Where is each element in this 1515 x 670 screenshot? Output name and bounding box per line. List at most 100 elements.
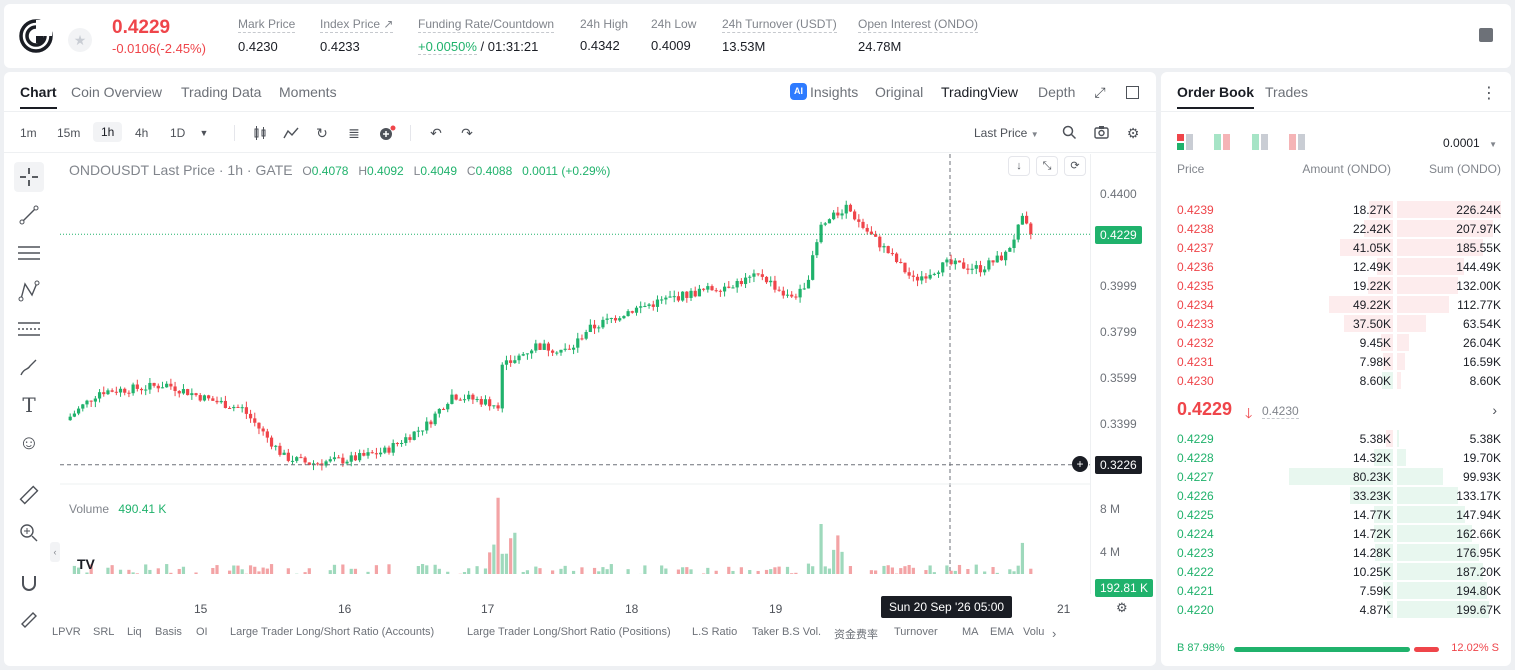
fib-retracement-icon[interactable] [14,314,44,344]
favorite-star-icon[interactable]: ★ [68,28,92,52]
ask-row[interactable]: 0.4233 37.50K 63.54K [1161,314,1511,333]
pattern-icon[interactable] [14,276,44,306]
tab-coin-overview[interactable]: Coin Overview [71,84,163,100]
ask-row[interactable]: 0.4238 22.42K 207.97K [1161,219,1511,238]
indicators-scroll-right-icon[interactable]: › [1052,626,1057,641]
indicator-13[interactable]: Volu [1023,626,1045,638]
stat-funding-rate[interactable]: Funding Rate/Countdown +0.0050% / 01:31:2… [418,17,555,55]
gate-logo-icon[interactable] [18,18,54,54]
axis-settings-icon[interactable]: ⚙ [1116,600,1128,615]
bid-row[interactable]: 0.4220 4.87K 199.67K [1161,600,1511,619]
precision-select[interactable]: 0.0001 ▼ [1443,136,1497,150]
tab-chart[interactable]: Chart [20,84,57,109]
indicators-icon[interactable] [283,125,299,141]
indicator-12[interactable]: EMA [990,626,1014,638]
timeframe-4h[interactable]: 4h [135,126,149,140]
indicator-3[interactable]: Basis [155,626,182,638]
ask-row[interactable]: 0.4232 9.45K 26.04K [1161,333,1511,352]
document-icon[interactable] [1479,28,1493,42]
timeframe-1h[interactable]: 1h [93,122,123,142]
ruler-icon[interactable] [14,480,44,510]
ask-row[interactable]: 0.4237 41.05K 185.55K [1161,238,1511,257]
add-indicator-icon[interactable] [378,125,396,141]
ask-row[interactable]: 0.4235 19.22K 132.00K [1161,276,1511,295]
collapse-icon[interactable]: ⤡ [1036,156,1058,176]
timeframe-1m[interactable]: 1m [20,126,37,140]
stat-24h-turnover[interactable]: 24h Turnover (USDT) 13.53M [722,17,837,54]
search-icon[interactable] [1061,125,1077,141]
indicator-8[interactable]: Taker B.S Vol. [752,626,822,638]
view-asks-icon[interactable] [1289,134,1306,150]
crosshair-icon[interactable] [14,162,44,192]
replay-icon[interactable]: ↻ [316,125,328,141]
indicator-9[interactable]: 资金费率 [834,629,878,641]
ai-insights-icon[interactable]: AI [790,83,807,100]
ask-row[interactable]: 0.4239 18.27K 226.24K [1161,200,1511,219]
candlestick-chart[interactable] [60,154,1090,574]
tab-moments[interactable]: Moments [279,84,337,100]
bid-row[interactable]: 0.4226 33.23K 133.17K [1161,486,1511,505]
indicator-1[interactable]: SRL [93,626,115,638]
more-options-icon[interactable]: ⋮ [1481,85,1497,102]
view-tradingview[interactable]: TradingView [941,84,1019,100]
indicator-5[interactable]: Large Trader Long/Short Ratio (Accounts) [230,626,435,638]
bid-row[interactable]: 0.4224 14.72K 162.66K [1161,524,1511,543]
trend-line-icon[interactable] [14,200,44,230]
indicator-11[interactable]: MA [962,626,979,638]
refresh-icon[interactable]: ⟳ [1064,156,1086,176]
price-source-select[interactable]: Last Price ▼ [974,126,1039,140]
indicator-4[interactable]: OI [196,626,208,638]
bid-row[interactable]: 0.4228 14.32K 19.70K [1161,448,1511,467]
window-icon[interactable] [1126,86,1139,99]
bid-row[interactable]: 0.4227 80.23K 99.93K [1161,467,1511,486]
stat-open-interest[interactable]: Open Interest (ONDO) 24.78M [858,17,979,54]
expand-icon[interactable]: ⤢ [1094,84,1106,100]
undo-icon[interactable]: ↶ [430,125,442,141]
bid-row[interactable]: 0.4229 5.38K 5.38K [1161,429,1511,448]
timeframe-1d[interactable]: 1D [170,126,186,140]
tab-trades[interactable]: Trades [1265,84,1309,100]
price-axis[interactable]: 0.4400 0.3999 0.3799 0.3599 0.3399 0.422… [1090,154,1156,597]
indicator-10[interactable]: Turnover [894,626,938,638]
view-both-icon[interactable] [1177,134,1193,150]
indicator-0[interactable]: LPVR [52,626,81,638]
lock-drawing-icon[interactable] [14,602,44,632]
view-bids-icon[interactable] [1251,134,1268,150]
settings-gear-icon[interactable]: ⚙ [1126,125,1140,141]
magnet-icon[interactable] [14,568,44,598]
templates-icon[interactable]: ≣ [348,125,360,141]
indicator-7[interactable]: L.S Ratio [692,626,738,638]
ask-row[interactable]: 0.4231 7.98K 16.59K [1161,352,1511,371]
timeframe-15m[interactable]: 15m [57,126,81,140]
bid-row[interactable]: 0.4225 14.77K 147.94K [1161,505,1511,524]
timeframe-dropdown-icon[interactable]: ▼ [199,128,209,138]
camera-icon[interactable] [1093,125,1109,141]
indicator-2[interactable]: Liq [127,626,142,638]
emoji-icon[interactable]: ☺ [18,431,40,454]
collapse-tools-handle[interactable]: ‹ [50,542,60,562]
view-insights[interactable]: Insights [810,84,859,100]
add-alert-icon[interactable]: + [1072,456,1088,472]
ask-row[interactable]: 0.4230 8.60K 8.60K [1161,371,1511,390]
zoom-in-icon[interactable] [14,518,44,548]
candle-type-icon[interactable] [252,125,268,141]
scroll-down-icon[interactable]: ↓ [1008,156,1030,176]
ask-row[interactable]: 0.4234 49.22K 112.77K [1161,295,1511,314]
time-axis[interactable]: 15 16 17 18 19 21 [60,600,1150,620]
tab-order-book[interactable]: Order Book [1177,84,1255,109]
text-tool-icon[interactable]: T [22,393,36,417]
view-split-icon[interactable] [1214,134,1231,150]
tab-trading-data[interactable]: Trading Data [181,84,262,100]
bid-row[interactable]: 0.4221 7.59K 194.80K [1161,581,1511,600]
indicator-6[interactable]: Large Trader Long/Short Ratio (Positions… [467,626,671,638]
stat-mark-price[interactable]: Mark Price 0.4230 [238,17,296,54]
brush-icon[interactable] [14,352,44,382]
ask-row[interactable]: 0.4236 12.49K 144.49K [1161,257,1511,276]
view-original[interactable]: Original [875,84,924,100]
redo-icon[interactable]: ↷ [461,125,473,141]
stat-index-price[interactable]: Index Price ↗ 0.4233 [320,17,394,54]
horizontal-lines-icon[interactable] [14,238,44,268]
chevron-right-icon[interactable]: › [1492,402,1497,418]
bid-row[interactable]: 0.4222 10.25K 187.20K [1161,562,1511,581]
view-depth[interactable]: Depth [1038,84,1076,100]
